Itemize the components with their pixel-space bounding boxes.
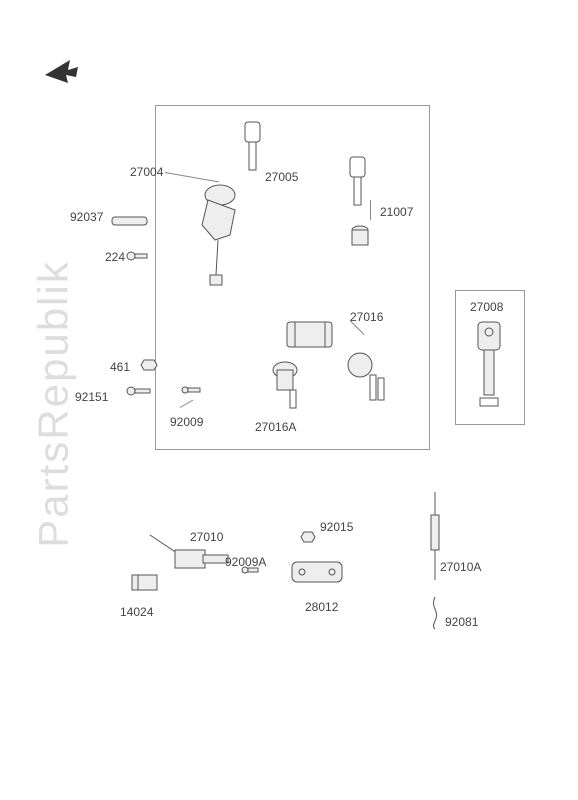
- arrow-indicator: [40, 55, 80, 85]
- connector-14024: [130, 570, 160, 595]
- label-92009A: 92009A: [225, 555, 266, 569]
- screw-224: [125, 250, 150, 262]
- nut-461: [140, 358, 158, 372]
- label-461: 461: [110, 360, 130, 374]
- ignition-switch-part: [190, 180, 250, 290]
- lock-body-27016: [285, 320, 335, 350]
- label-27016A: 27016A: [255, 420, 296, 434]
- key-part-21007: [340, 155, 380, 210]
- label-92009: 92009: [170, 415, 203, 429]
- label-28012: 28012: [305, 600, 338, 614]
- label-92015: 92015: [320, 520, 353, 534]
- label-27010: 27010: [190, 530, 223, 544]
- cylinder-small: [350, 225, 370, 250]
- nut-92015: [300, 530, 316, 544]
- lock-cylinder-27016a: [265, 360, 305, 410]
- clamp-part: [110, 215, 150, 230]
- reflector-28012: [290, 560, 345, 585]
- spring-92081: [430, 595, 440, 630]
- label-14024: 14024: [120, 605, 153, 619]
- key-blank-27008: [470, 320, 508, 410]
- label-27016: 27016: [350, 310, 383, 324]
- key-part-27005: [235, 120, 275, 175]
- label-27005: 27005: [265, 170, 298, 184]
- bolt-92151: [125, 385, 153, 397]
- lock-cylinder-right: [340, 350, 390, 410]
- label-21007: 21007: [380, 205, 413, 219]
- label-27010A: 27010A: [440, 560, 481, 574]
- label-27008: 27008: [470, 300, 503, 314]
- leader-line: [370, 200, 371, 220]
- label-92037: 92037: [70, 210, 103, 224]
- watermark-text: PartsRepublik: [30, 260, 78, 547]
- label-92151: 92151: [75, 390, 108, 404]
- label-224: 224: [105, 250, 125, 264]
- screw-92009: [180, 385, 202, 395]
- label-27004: 27004: [130, 165, 163, 179]
- label-92081: 92081: [445, 615, 478, 629]
